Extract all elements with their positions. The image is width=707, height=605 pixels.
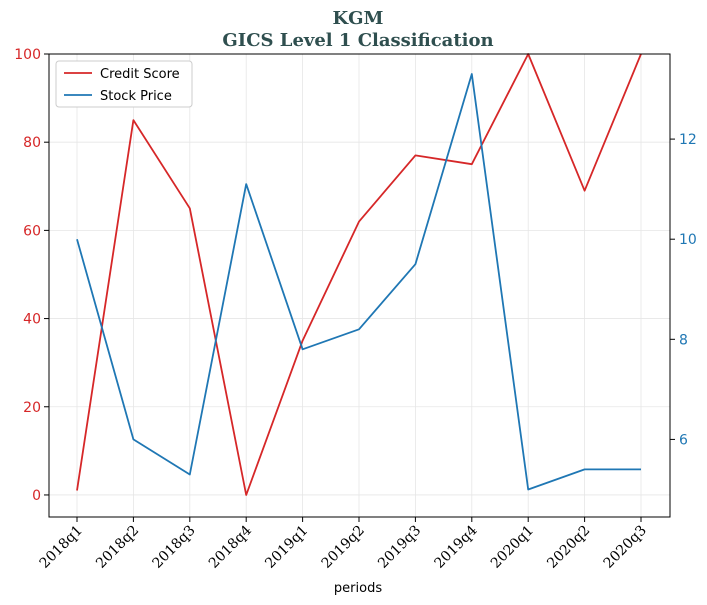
right-tick-label: 6: [679, 432, 688, 448]
x-tick-label: 2020q1: [488, 523, 537, 572]
series-layer: [76, 53, 642, 496]
left-tick-label: 20: [23, 400, 41, 416]
left-tick-label: 80: [23, 135, 41, 151]
left-tick-label: 0: [32, 488, 41, 504]
chart-subtitle: GICS Level 1 Classification: [222, 30, 493, 51]
x-tick-label: 2018q1: [37, 523, 86, 572]
x-tick-label: 2019q1: [262, 523, 311, 572]
legend-label-credit-score: Credit Score: [100, 67, 180, 82]
chart-title: KGM: [333, 8, 384, 29]
x-tick-label: 2018q3: [149, 523, 198, 572]
grid: [49, 53, 670, 517]
series-line-credit-score: [76, 53, 642, 496]
legend: Credit Score Stock Price: [55, 60, 193, 108]
right-tick-label: 10: [679, 232, 697, 248]
right-tick-label: 8: [679, 332, 688, 348]
x-tick-label: 2018q4: [206, 522, 255, 571]
x-tick-label: 2020q2: [544, 523, 593, 572]
left-tick-label: 100: [14, 47, 41, 63]
left-tick-label: 40: [23, 312, 41, 328]
x-tick-label: 2019q3: [375, 523, 424, 572]
left-axis: 0 20 40 60 80 100: [14, 47, 49, 504]
plot-frame: [48, 53, 671, 518]
x-tick-label: 2019q2: [319, 523, 368, 572]
right-axis: 6 8 10 12: [670, 132, 697, 448]
right-tick-label: 12: [679, 132, 697, 148]
x-tick-label: 2019q4: [431, 522, 480, 571]
x-axis: 2018q1 2018q2 2018q3 2018q4 2019q1 2019q2 2019…: [37, 517, 650, 572]
x-axis-label: periods: [334, 581, 382, 596]
left-tick-label: 60: [23, 223, 41, 239]
series-line-stock-price: [76, 73, 641, 491]
x-tick-label: 2020q3: [601, 523, 650, 572]
legend-label-stock-price: Stock Price: [100, 89, 172, 104]
x-tick-label: 2018q2: [93, 523, 142, 572]
